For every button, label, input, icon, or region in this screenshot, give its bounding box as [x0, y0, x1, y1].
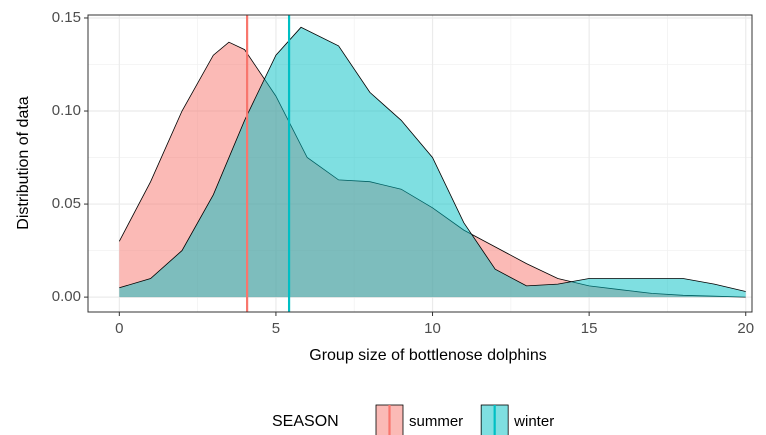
x-tick-label: 5	[272, 320, 280, 337]
legend-label: summer	[409, 413, 463, 430]
x-tick-label: 15	[581, 320, 598, 337]
x-tick-label: 0	[115, 320, 123, 337]
density-line	[119, 26, 746, 292]
y-tick-label: 0.10	[52, 102, 81, 119]
legend-label: winter	[513, 413, 554, 430]
density-area	[119, 27, 746, 298]
legend-title: SEASON	[272, 413, 339, 430]
y-tick-label: 0.05	[52, 195, 81, 212]
y-tick-label: 0.15	[52, 9, 81, 26]
panel-border	[87, 14, 753, 313]
y-tick-label: 0.00	[52, 288, 81, 305]
x-tick-label: 10	[424, 320, 441, 337]
y-axis-title: Distribution of data	[15, 96, 32, 230]
x-axis-title: Group size of bottlenose dolphins	[309, 347, 546, 364]
x-tick-label: 20	[737, 320, 754, 337]
